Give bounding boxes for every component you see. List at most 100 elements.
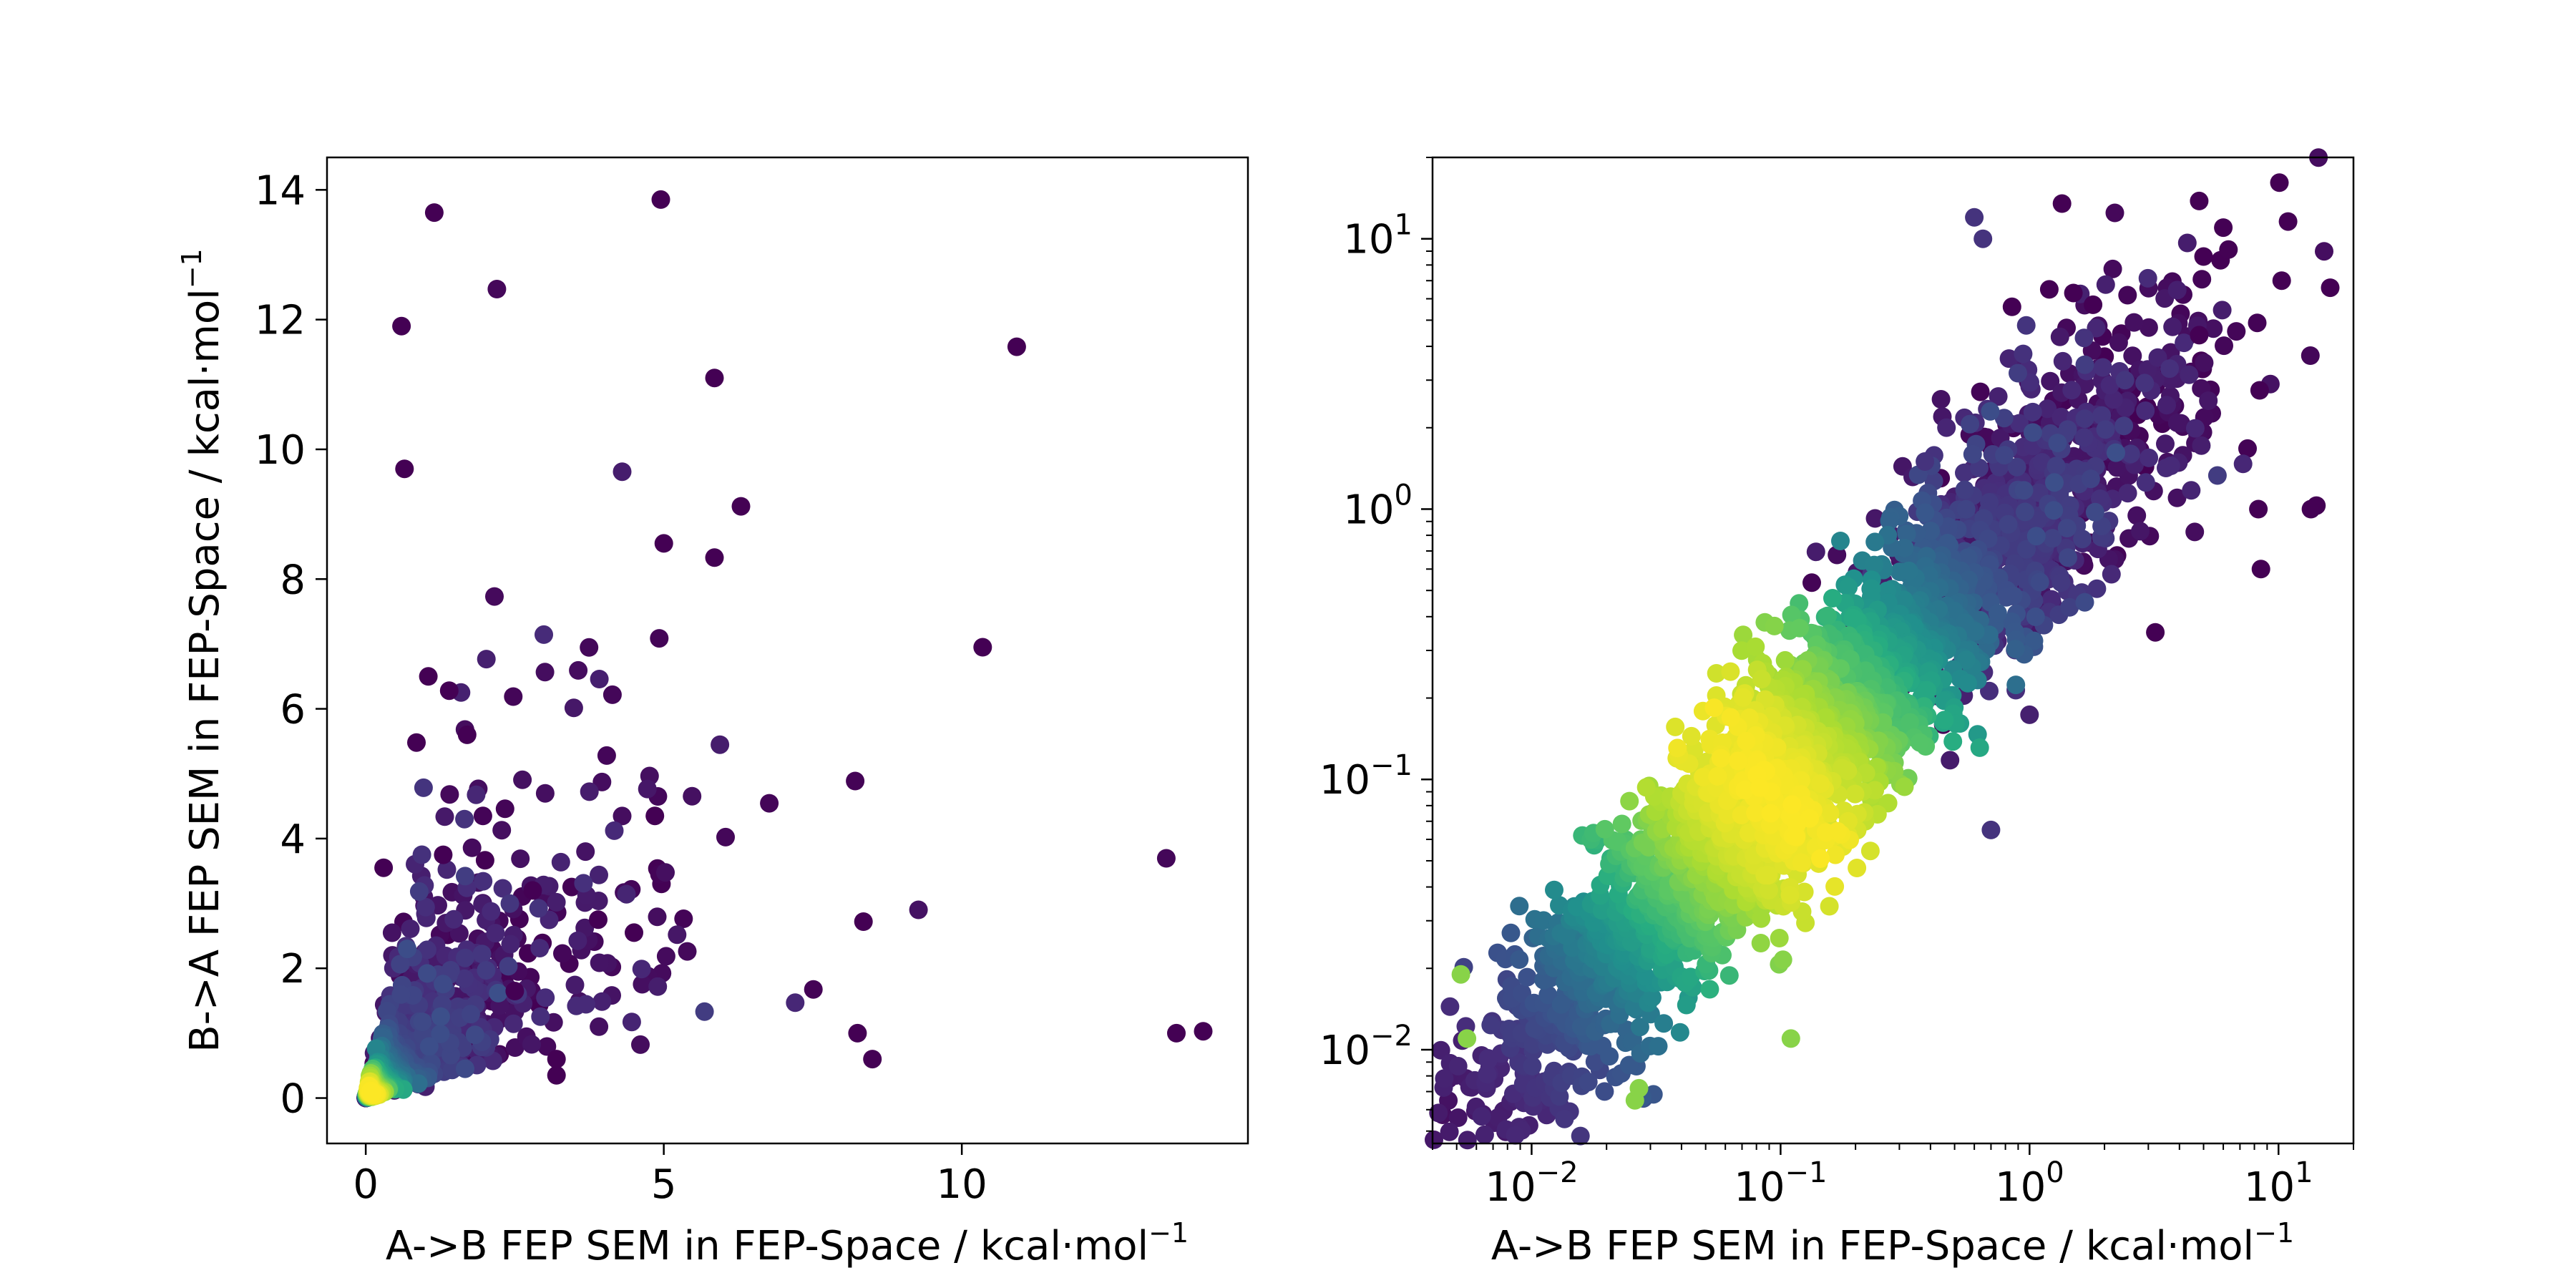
scatter-point xyxy=(1963,444,1982,464)
scatter-point xyxy=(2167,280,2187,300)
scatter-point xyxy=(683,786,702,806)
scatter-point xyxy=(564,698,583,718)
y-tick-label: 8 xyxy=(280,557,306,603)
scatter-point xyxy=(366,1039,386,1058)
scatter-point xyxy=(645,806,665,826)
scatter-point xyxy=(2118,484,2137,503)
scatter-point xyxy=(2160,359,2180,379)
scatter-point xyxy=(574,874,593,893)
scatter-point xyxy=(2161,457,2180,475)
scatter-point xyxy=(613,462,632,482)
scatter-point xyxy=(2057,519,2077,537)
scatter-point xyxy=(2278,212,2298,231)
scatter-point xyxy=(391,985,411,1004)
scatter-point xyxy=(592,772,612,791)
scatter-point xyxy=(580,782,599,801)
scatter-point xyxy=(431,1007,450,1026)
scatter-point xyxy=(1806,542,1825,562)
scatter-point xyxy=(1518,967,1537,987)
scatter-point xyxy=(449,924,469,943)
x-tick-label: 5 xyxy=(651,1161,677,1208)
scatter-point xyxy=(2192,436,2211,455)
scatter-point xyxy=(568,931,587,950)
scatter-point xyxy=(522,1035,541,1054)
scatter-point xyxy=(1440,1122,1459,1141)
scatter-point xyxy=(412,845,431,864)
scatter-point xyxy=(489,983,508,1002)
scatter-point xyxy=(1916,503,1935,522)
scatter-point xyxy=(2199,391,2218,410)
scatter-point xyxy=(2127,506,2147,525)
scatter-point xyxy=(786,993,805,1013)
scatter-point xyxy=(456,948,474,967)
scatter-point xyxy=(625,923,643,942)
scatter-point xyxy=(529,899,548,918)
scatter-point xyxy=(1999,514,2018,534)
scatter-point xyxy=(513,770,532,789)
scatter-point xyxy=(656,947,675,966)
scatter-point xyxy=(472,945,492,964)
scatter-point xyxy=(648,907,667,927)
scatter-point xyxy=(731,497,751,516)
scatter-point xyxy=(597,746,616,765)
scatter-point xyxy=(1555,1109,1574,1128)
scatter-point xyxy=(2163,317,2182,336)
scatter-point xyxy=(431,1024,450,1043)
scatter-point xyxy=(401,919,420,938)
scatter-point xyxy=(2006,640,2025,658)
scatter-point xyxy=(2192,270,2212,289)
linear-scatter-points xyxy=(356,190,1213,1108)
scatter-point xyxy=(1448,1057,1468,1075)
scatter-point xyxy=(440,785,459,804)
scatter-point xyxy=(482,902,501,921)
scatter-point xyxy=(678,942,697,961)
scatter-point xyxy=(536,988,555,1008)
scatter-point xyxy=(909,900,928,919)
linear-x-axis-label: A->B FEP SEM in FEP-Space / kcal·mol−1 xyxy=(386,1217,1189,1269)
scatter-point xyxy=(437,860,457,879)
scatter-point xyxy=(1670,1023,1689,1042)
scatter-point xyxy=(576,995,595,1014)
scatter-point xyxy=(2053,351,2072,371)
scatter-point xyxy=(2227,322,2246,341)
scatter-point xyxy=(2118,286,2137,305)
scatter-point xyxy=(2105,203,2124,223)
scatter-point xyxy=(398,940,417,959)
scatter-point xyxy=(2270,173,2289,192)
scatter-point xyxy=(2073,530,2092,549)
scatter-point xyxy=(2075,409,2094,429)
scatter-point xyxy=(589,910,608,930)
scatter-point xyxy=(551,852,570,872)
scatter-point xyxy=(580,638,599,657)
scatter-point xyxy=(760,794,779,813)
scatter-point xyxy=(2185,419,2205,438)
scatter-point xyxy=(495,799,514,819)
scatter-point xyxy=(493,879,512,898)
scatter-point xyxy=(392,316,411,336)
scatter-point xyxy=(439,681,459,701)
scatter-point xyxy=(504,687,523,706)
scatter-point xyxy=(2185,522,2205,542)
scatter-point xyxy=(474,872,493,891)
scatter-point xyxy=(1458,1131,1477,1150)
scatter-point xyxy=(1981,401,2000,421)
scatter-point xyxy=(2085,502,2104,522)
scatter-point xyxy=(2016,316,2036,335)
scatter-point xyxy=(487,280,507,298)
scatter-point xyxy=(363,1083,382,1103)
scatter-point xyxy=(716,827,735,847)
scatter-point xyxy=(648,977,668,996)
scatter-point xyxy=(1510,950,1529,969)
scatter-point xyxy=(2167,413,2187,432)
scatter-point xyxy=(455,809,474,829)
scatter-point xyxy=(1545,880,1563,899)
scatter-point xyxy=(654,534,673,553)
scatter-point xyxy=(1579,1073,1598,1092)
scatter-point xyxy=(473,806,492,826)
scatter-point xyxy=(1472,1107,1491,1126)
scatter-point xyxy=(535,784,555,803)
scatter-point xyxy=(1167,1023,1186,1043)
scatter-point xyxy=(590,953,609,972)
scatter-point xyxy=(424,203,444,223)
scatter-point xyxy=(1971,382,1990,401)
